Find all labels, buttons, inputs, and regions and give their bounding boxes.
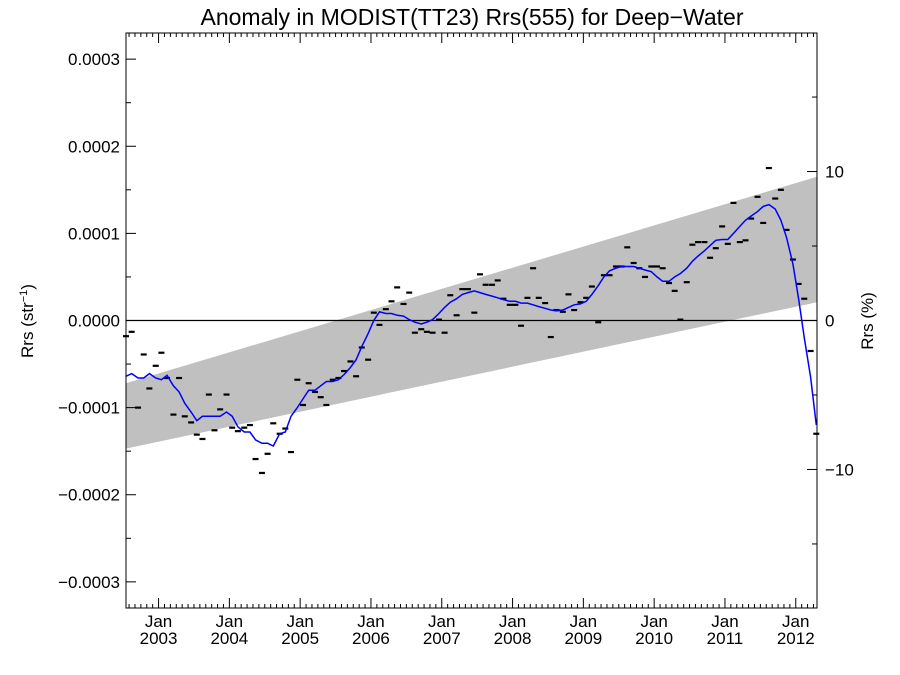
x-tick-label-month: Jan (428, 612, 455, 631)
x-tick-label-month: Jan (499, 612, 526, 631)
x-tick-label-year: 2004 (210, 629, 248, 648)
left-axis-label-main: Rrs (str (18, 302, 37, 358)
right-axis-label: Rrs (%) (858, 292, 877, 350)
right-tick-label: 10 (825, 163, 844, 182)
x-tick-label-month: Jan (570, 612, 597, 631)
x-tick-label-month: Jan (711, 612, 738, 631)
x-tick-label-month: Jan (357, 612, 384, 631)
chart-title: Anomaly in MODIST(TT23) Rrs(555) for Dee… (201, 4, 744, 30)
x-tick-label-year: 2003 (140, 629, 178, 648)
x-tick-label-month: Jan (782, 612, 809, 631)
x-tick-label-year: 2007 (423, 629, 461, 648)
left-tick-label: −0.0002 (58, 486, 120, 505)
left-tick-label: 0.0000 (68, 312, 120, 331)
x-tick-label-year: 2011 (707, 629, 744, 648)
left-tick-label: −0.0001 (58, 399, 120, 418)
left-tick-label: 0.0001 (68, 224, 120, 243)
x-tick-label-year: 2012 (777, 629, 815, 648)
x-tick-label-year: 2009 (564, 629, 602, 648)
x-axis: Jan2003Jan2004Jan2005Jan2006Jan2007Jan20… (128, 33, 815, 648)
left-axis-label-close: ) (18, 284, 37, 290)
x-tick-label-year: 2008 (494, 629, 532, 648)
x-tick-label-month: Jan (286, 612, 313, 631)
right-tick-label: −10 (825, 460, 854, 479)
left-tick-label: −0.0003 (58, 573, 120, 592)
left-axis-label-exponent: −1 (18, 290, 30, 303)
right-tick-label: 0 (825, 312, 834, 331)
smoothed-line (125, 203, 818, 447)
x-tick-label-month: Jan (640, 612, 667, 631)
left-y-axis: 0.0003 0.0002 0.0001 0.0000 −0.0001 −0.0002 −0… (58, 50, 136, 592)
x-tick-label-year: 2010 (635, 629, 673, 648)
left-tick-label: 0.0003 (68, 50, 120, 69)
left-tick-label: 0.0002 (68, 137, 120, 156)
left-axis-label: Rrs (str−1) (18, 284, 37, 358)
right-y-axis: 10 0 −10 (807, 96, 854, 545)
x-tick-label-month: Jan (145, 612, 172, 631)
smoothed-series (125, 203, 818, 447)
x-tick-label-month: Jan (216, 612, 243, 631)
x-tick-label-year: 2006 (352, 629, 390, 648)
x-tick-label-year: 2005 (281, 629, 319, 648)
